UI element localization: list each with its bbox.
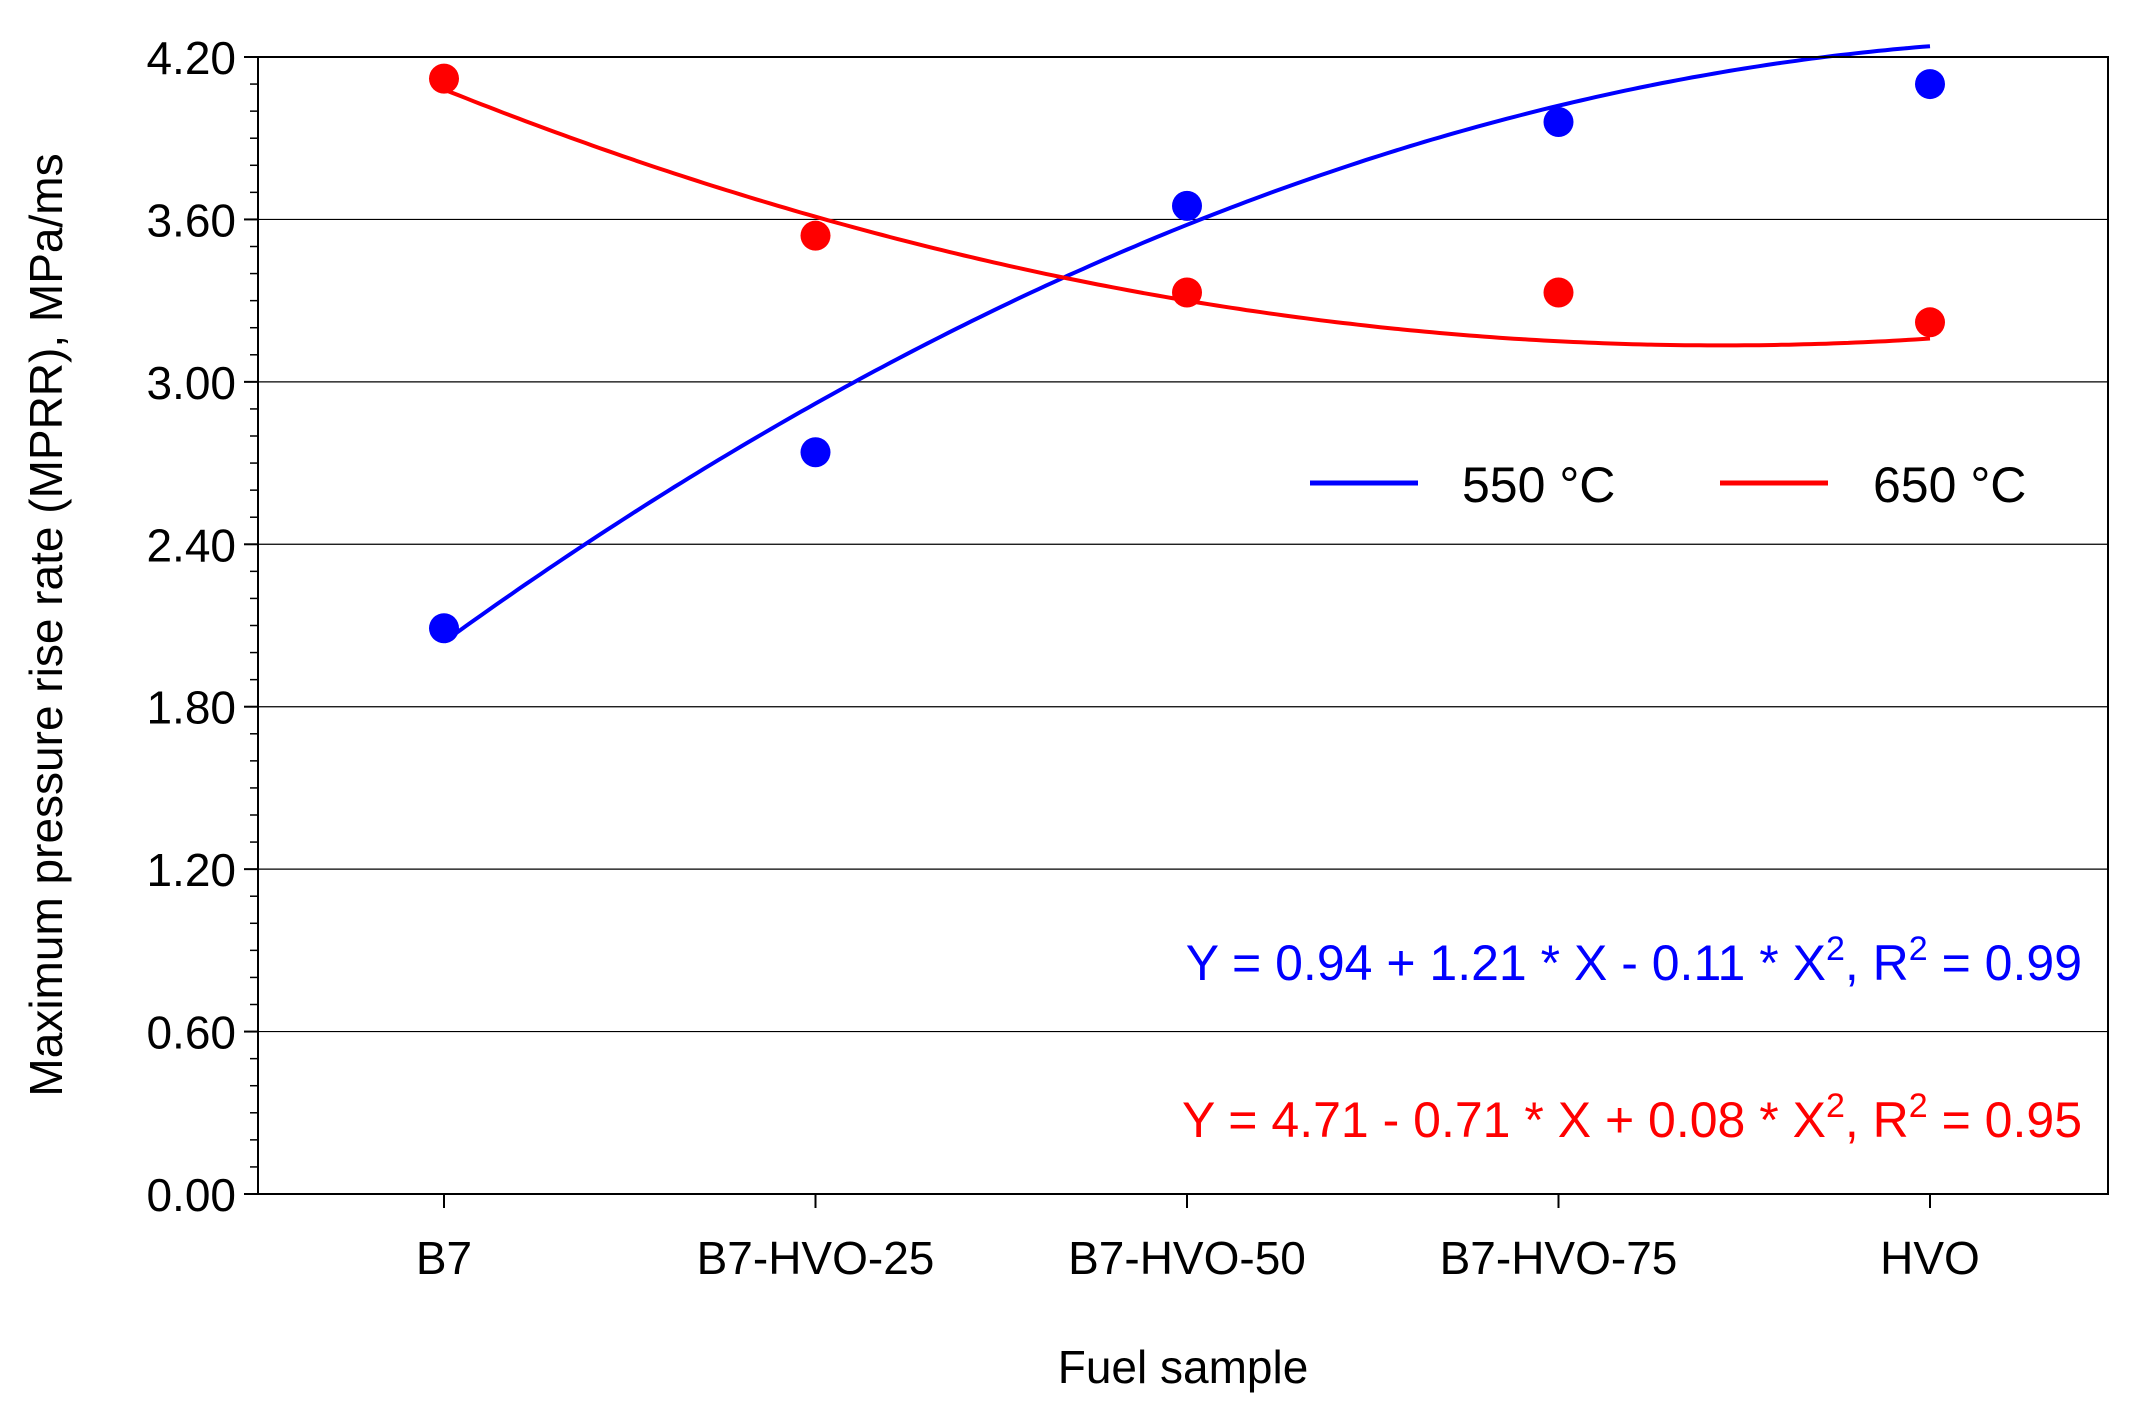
data-point-series-1 <box>1543 277 1574 308</box>
x-axis: B7 B7-HVO-25 B7-HVO-50 B7-HVO-75 HVO <box>416 1194 1980 1284</box>
legend-label-650: 650 °C <box>1873 457 2026 513</box>
data-point-series-0 <box>1543 106 1574 137</box>
data-point-series-1 <box>800 220 831 251</box>
y-tick-label: 2.40 <box>146 519 236 571</box>
x-tick-label: B7 <box>416 1232 472 1284</box>
y-tick-label: 0.60 <box>146 1007 236 1059</box>
y-tick-label: 3.60 <box>146 194 236 246</box>
plot-frame <box>257 56 2109 1195</box>
x-tick-label: B7-HVO-25 <box>697 1232 935 1284</box>
y-tick-label: 4.20 <box>146 32 236 84</box>
data-point-series-1 <box>1172 277 1202 308</box>
x-axis-label: Fuel sample <box>1058 1341 1309 1393</box>
y-tick-label: 1.80 <box>146 682 236 734</box>
fit-curve-series-0 <box>442 44 1931 644</box>
x-tick-label: B7-HVO-50 <box>1068 1232 1306 1284</box>
data-point-series-0 <box>1172 190 1202 221</box>
data-point-series-0 <box>429 613 459 644</box>
data-points <box>429 63 1945 644</box>
minor-ticks <box>250 83 258 1168</box>
y-tick-label: 0.00 <box>146 1169 236 1221</box>
data-point-series-1 <box>1915 307 1945 338</box>
y-axis: 0.00 0.60 1.20 1.80 2.40 3.00 3.60 4.20 <box>146 32 258 1221</box>
y-tick-label: 3.00 <box>146 357 236 409</box>
legend: 550 °C 650 °C <box>1310 457 2026 513</box>
equation-550: Y = 0.94 + 1.21 * X - 0.11 * X2, R2 = 0.… <box>1186 930 2082 991</box>
data-point-series-0 <box>800 437 831 468</box>
x-tick-label: B7-HVO-75 <box>1440 1232 1678 1284</box>
data-point-series-1 <box>429 63 459 94</box>
y-tick-label: 1.20 <box>146 844 236 896</box>
data-point-series-0 <box>1915 69 1945 100</box>
legend-label-550: 550 °C <box>1462 457 1615 513</box>
x-tick-label: HVO <box>1880 1232 1980 1284</box>
y-axis-label: Maximum pressure rise rate (MPRR), MPa/m… <box>20 153 72 1096</box>
equation-650: Y = 4.71 - 0.71 * X + 0.08 * X2, R2 = 0.… <box>1182 1087 2082 1148</box>
